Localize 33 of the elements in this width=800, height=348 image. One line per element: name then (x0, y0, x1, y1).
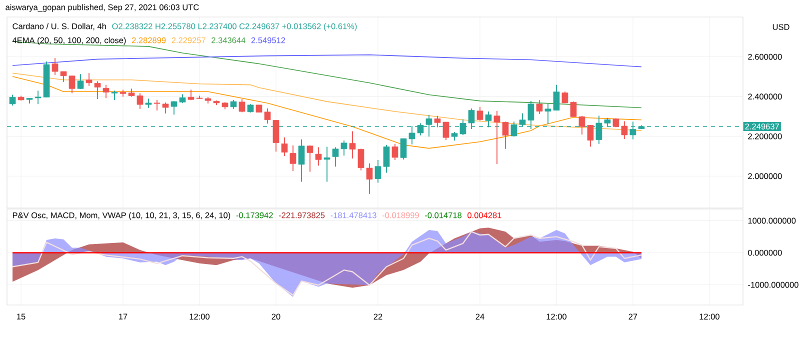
x-tick-label: 22 (374, 314, 382, 320)
y-tick-label: 2.000000 (748, 173, 782, 180)
text: 2.229257 (172, 37, 206, 44)
text: 2.282899 (132, 37, 166, 44)
y-tick-label: 1000.000000 (748, 218, 796, 224)
y-tick-label: 2.400000 (748, 94, 782, 100)
text: 0.004281 (468, 212, 502, 218)
x-tick-label: 17 (119, 314, 128, 320)
y-tick-label: 0.000000 (748, 250, 782, 256)
annotation: -0.014718 (425, 212, 462, 218)
series-label: 2.343644 (212, 37, 246, 44)
text: Cardano / U. S. Dollar, 4h (12, 23, 106, 30)
chart-title: P&V Osc, MACD, Mom, VWAP (10, 10, 21, 3, 15, 6, 24, 10) (12, 212, 230, 220)
y-axis-title: USD (772, 24, 790, 30)
y-tick-label: 2.600000 (748, 54, 782, 60)
x-tick-label: 20 (272, 314, 280, 320)
x-tick-label: 24 (476, 314, 484, 320)
annotation: -0.018999 (382, 212, 419, 218)
x-tick-label: 12:00 (546, 314, 566, 320)
x-tick-label: 12:00 (700, 314, 720, 320)
text: O2.238322 H2.255780 L2.237400 C2.249637 +0.013562 (+0.61%) (112, 23, 357, 31)
x-tick-label: 27 (628, 314, 638, 320)
series-label: 2.549512 (251, 37, 286, 44)
x-tick-label: 15 (17, 314, 26, 320)
y-tick-label: 2.200000 (748, 133, 782, 140)
text: -181.478413 (330, 212, 376, 218)
legend-title: 4EMA (20, 50, 100, 200, close) (12, 37, 126, 45)
x-tick-label: 12:00 (190, 314, 210, 320)
annotation: -0.173942 (236, 212, 273, 218)
y-tick-label: -1000.000000 (748, 282, 798, 288)
ref-line-label: 2.249637 (745, 124, 779, 130)
text: -221.973825 (278, 212, 325, 218)
text: aiswarya_gopan published, Sep 27, 2021 06:03 UTC (6, 4, 199, 12)
